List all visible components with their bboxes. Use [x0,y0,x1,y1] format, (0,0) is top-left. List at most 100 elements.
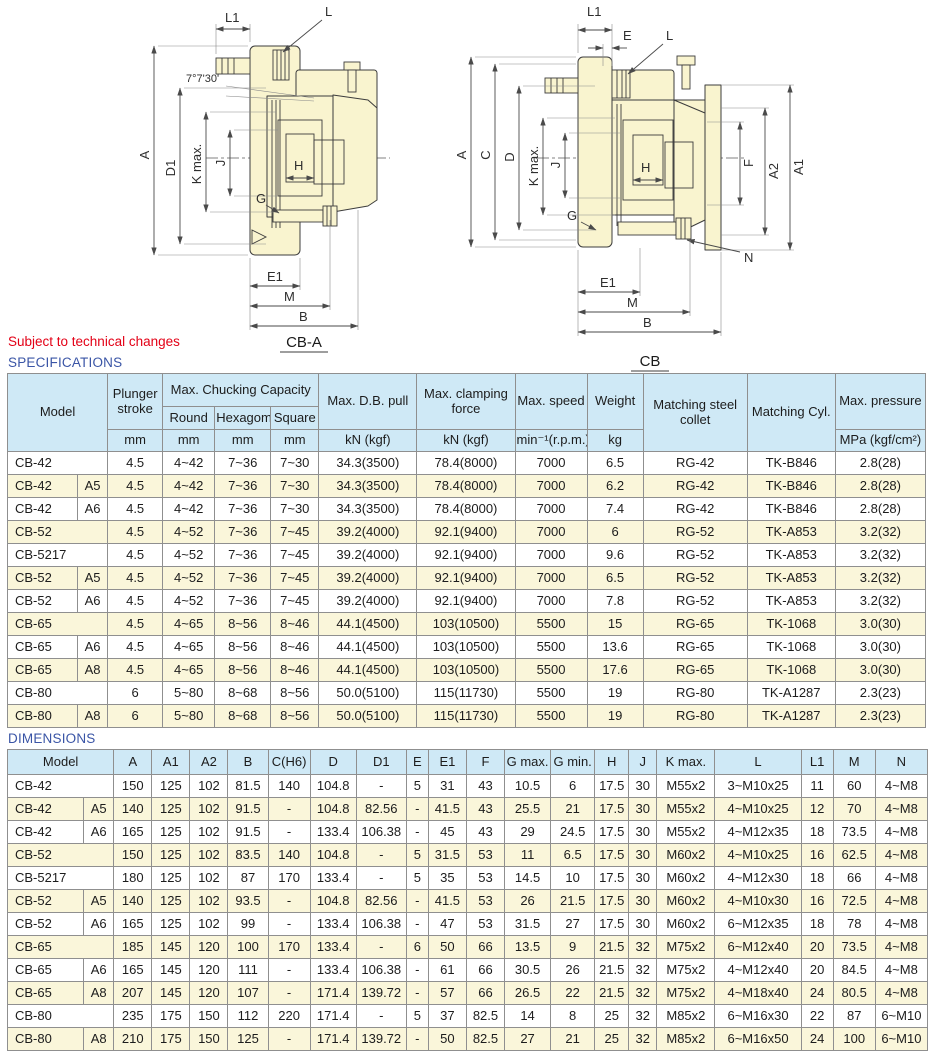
value-cell: 5~80 [162,681,216,705]
table-row: CB-52 A5 140 125 102 93.5-104.8 82.56-41.5 53 26… [6,889,929,913]
unit-db-pull: kN (kgf) [318,429,418,452]
column-header: M [832,749,876,775]
unit-hexagom: mm [214,429,272,452]
value-cell: 5500 [514,635,588,659]
unit-clamping: kN (kgf) [416,429,516,452]
value-cell: RG-52 [642,543,748,567]
value-cell: 78.4(8000) [416,451,516,475]
value-cell: 30 [628,912,658,936]
value-cell: 4.5 [107,543,164,567]
value-cell: 125 [151,797,191,821]
value-cell: 32 [628,1027,658,1051]
value-cell: 133.4 [309,820,357,844]
value-cell: 171.4 [309,981,357,1005]
value-cell: 29 [504,820,552,844]
table-row: CB-42 A5 4.5 4~42 7~36 7~30 34.3(3500) 78.4(800… [6,474,927,498]
value-cell: 6.5 [586,566,644,590]
value-cell: M85x2 [656,1027,716,1051]
value-cell: 62.5 [832,843,876,867]
table-row: CB-65 185 145 120 100 170 133.4-6 50 66 13.5 9 21.5… [6,935,929,959]
value-cell: 6~M16x50 [714,1027,802,1051]
value-cell: 30 [628,797,658,821]
label-h: H [641,160,650,175]
value-cell: RG-80 [642,704,748,728]
value-cell: 26.5 [504,981,552,1005]
value-cell: 18 [800,866,834,890]
value-cell: 91.5 [227,820,269,844]
value-cell: 30 [628,774,658,798]
value-cell: 21 [550,1027,596,1051]
value-cell: 11 [504,843,552,867]
value-cell: 4~M12x35 [714,820,802,844]
value-cell: - [355,866,407,890]
label-f: F [741,159,756,167]
value-cell: 17.5 [594,820,630,844]
diagram-caption: CB [640,353,661,370]
label-l1: L1 [587,4,601,19]
value-cell: 4~65 [162,635,216,659]
value-cell: - [405,958,429,982]
value-cell: 8~56 [214,612,272,636]
column-header: C(H6) [267,749,311,775]
value-cell: 92.1(9400) [416,566,516,590]
value-cell: RG-52 [642,520,748,544]
value-cell: 66 [465,958,506,982]
value-cell: 2.8(28) [834,451,927,475]
table-row: CB-80 A8 6 5~80 8~68 8~56 50.0(5100) 115(11730)… [6,704,927,728]
value-cell: 70 [832,797,876,821]
value-cell: 6~M16x30 [714,1004,802,1028]
column-header: A2 [189,749,229,775]
label-m: M [284,289,295,304]
dimensions-heading: DIMENSIONS [8,731,96,746]
value-cell: 220 [267,1004,311,1028]
table-row: CB-5217 4.5 4~52 7~36 7~45 39.2(4000) 92.1(940… [6,543,927,567]
value-cell: M85x2 [656,1004,716,1028]
value-cell: 7000 [514,497,588,521]
value-cell: 26 [550,958,596,982]
value-cell: 7000 [514,474,588,498]
value-cell: M55x2 [656,797,716,821]
value-cell: 4~65 [162,658,216,682]
value-cell: M55x2 [656,820,716,844]
model-cell: CB-52 [6,843,115,867]
label-e1: E1 [267,269,283,284]
column-header: F [465,749,506,775]
value-cell: 53 [465,866,506,890]
value-cell: 4~M8 [874,958,929,982]
value-cell: 4~M8 [874,889,929,913]
value-cell: 19 [586,681,644,705]
value-cell: 10.5 [504,774,552,798]
label-l: L [325,4,332,19]
value-cell: TK-1068 [746,612,836,636]
value-cell: 7~36 [214,543,272,567]
diagram-area: L1 L 7°7'30' A D1 K max. J H G E1 M B CB… [0,0,933,372]
value-cell: 14 [504,1004,552,1028]
value-cell: 6 [586,520,644,544]
value-cell: 125 [151,774,191,798]
column-header: G max. [504,749,552,775]
value-cell: 6.2 [586,474,644,498]
value-cell: 103(10500) [416,658,516,682]
col-round: Round [162,406,216,430]
column-header: A [113,749,153,775]
value-cell: 6.5 [586,451,644,475]
value-cell: - [405,797,429,821]
value-cell: 6~M10 [874,1004,929,1028]
value-cell: 30.5 [504,958,552,982]
value-cell: 43 [465,797,506,821]
value-cell: 165 [113,958,153,982]
col-model: Model [6,749,115,775]
value-cell: 165 [113,912,153,936]
value-cell: 4~52 [162,543,216,567]
value-cell: 16 [800,843,834,867]
value-cell: M60x2 [656,912,716,936]
value-cell: 6 [107,681,164,705]
value-cell: 78.4(8000) [416,474,516,498]
table-row: CB-52 A6 4.5 4~52 7~36 7~45 39.2(4000) 92.1(940… [6,589,927,613]
table-row: CB-65 A8 207 145 120 107-171.4 139.72-57 66 26.5… [6,981,929,1005]
label-n: N [744,250,753,265]
value-cell: 66 [465,935,506,959]
value-cell: 7~45 [270,520,320,544]
value-cell: RG-42 [642,451,748,475]
value-cell: RG-42 [642,497,748,521]
